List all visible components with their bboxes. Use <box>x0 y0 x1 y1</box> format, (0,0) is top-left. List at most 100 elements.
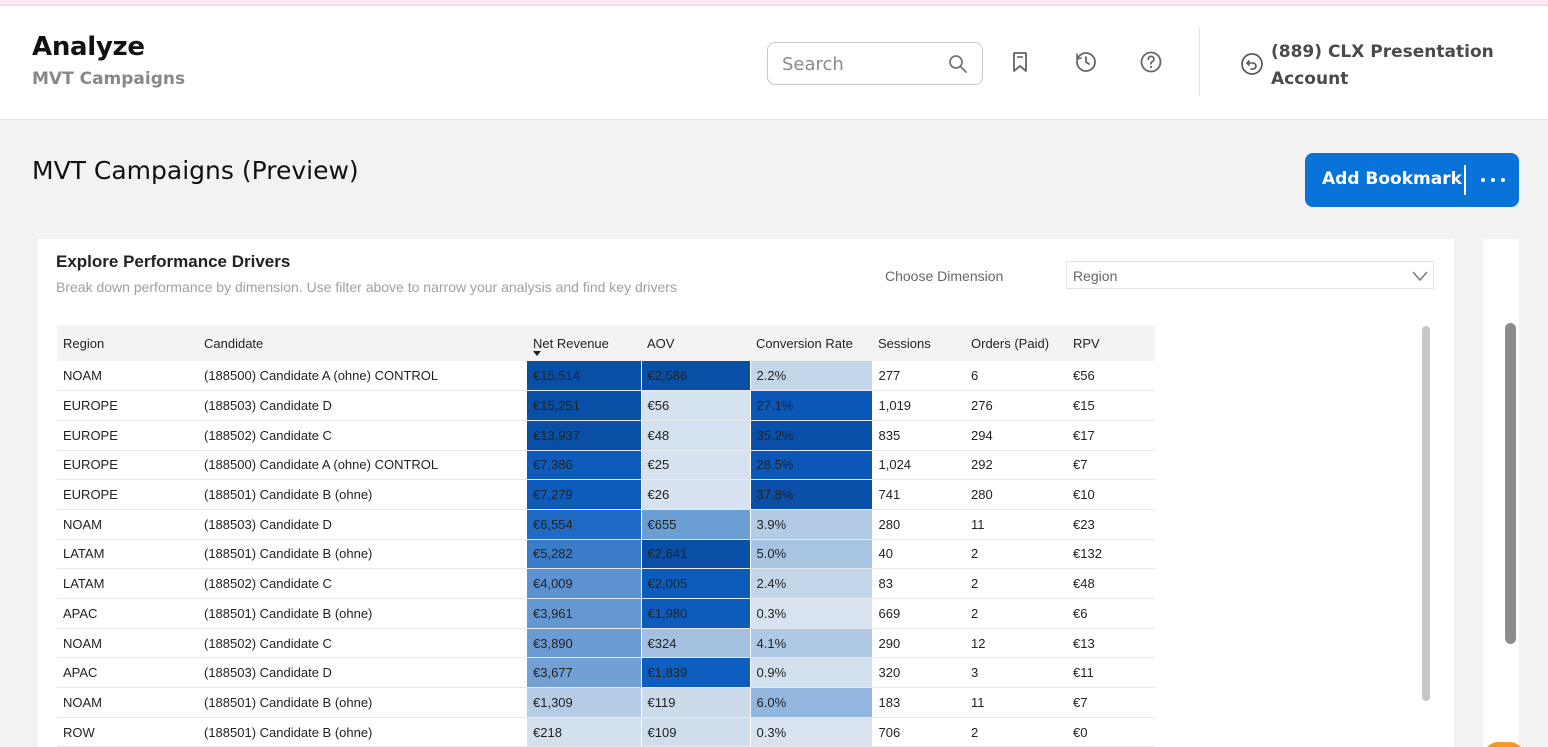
cell-conversion-rate: 0.3% <box>750 598 873 629</box>
cell-candidate: (188502) Candidate C <box>198 420 527 451</box>
cell-conversion-rate: 2.4% <box>750 568 873 599</box>
table-row[interactable]: EUROPE (188501) Candidate B (ohne) €7,279 €… <box>57 479 1155 510</box>
more-options-button[interactable] <box>1475 165 1511 195</box>
col-header-aov[interactable]: AOV <box>641 325 750 361</box>
page-scrollbar[interactable] <box>1505 323 1516 644</box>
col-header-conversion-rate[interactable]: Conversion Rate <box>750 325 872 361</box>
search-icon[interactable] <box>948 54 968 74</box>
cell-orders: 6 <box>965 361 1067 392</box>
cell-orders: 2 <box>965 539 1067 570</box>
drivers-table: Region Candidate Net Revenue AOV Convers… <box>57 325 1155 747</box>
add-bookmark-button[interactable]: Add Bookmark <box>1305 153 1519 207</box>
add-bookmark-label: Add Bookmark <box>1322 169 1462 189</box>
table-row[interactable]: EUROPE (188503) Candidate D €15,251 €56 27.1… <box>57 390 1155 421</box>
table-row[interactable]: NOAM (188500) Candidate A (ohne) CONTROL €… <box>57 361 1155 392</box>
cell-aov: €2,641 <box>641 539 751 570</box>
cell-aov: €2,005 <box>641 568 751 599</box>
cell-rpv: €13 <box>1067 628 1155 659</box>
dimension-value: Region <box>1073 268 1118 284</box>
cell-rpv: €7 <box>1067 450 1155 481</box>
dimension-select[interactable]: Region <box>1066 261 1434 289</box>
cell-aov: €1,839 <box>641 657 751 689</box>
cell-orders: 280 <box>965 479 1067 510</box>
cell-net-revenue: €3,961 <box>527 598 642 629</box>
cell-rpv: €17 <box>1067 420 1155 451</box>
history-icon[interactable] <box>1074 50 1098 74</box>
cell-rpv: €7 <box>1067 687 1155 718</box>
cell-orders: 294 <box>965 420 1067 451</box>
cell-conversion-rate: 0.3% <box>750 717 873 747</box>
col-header-sessions[interactable]: Sessions <box>872 325 965 361</box>
table-row[interactable]: LATAM (188501) Candidate B (ohne) €5,282 €2… <box>57 539 1155 570</box>
table-row[interactable]: EUROPE (188502) Candidate C €13,937 €48 35.2… <box>57 420 1155 451</box>
cell-conversion-rate: 4.1% <box>750 628 873 659</box>
table-row[interactable]: LATAM (188502) Candidate C €4,009 €2,005 2.4… <box>57 568 1155 599</box>
cell-candidate: (188503) Candidate D <box>198 657 527 689</box>
cell-net-revenue: €7,279 <box>527 479 642 510</box>
side-panel <box>1483 239 1519 747</box>
chat-launcher-button[interactable] <box>1484 742 1524 747</box>
cell-aov: €119 <box>641 687 751 718</box>
cell-aov: €109 <box>641 717 751 747</box>
cell-region: ROW <box>57 717 198 747</box>
cell-sessions: 1,024 <box>872 450 965 481</box>
more-dot-icon <box>1481 178 1485 182</box>
cell-sessions: 706 <box>872 717 965 747</box>
table-row[interactable]: NOAM (188501) Candidate B (ohne) €1,309 €11… <box>57 687 1155 718</box>
cell-sessions: 183 <box>872 687 965 718</box>
table-row[interactable]: APAC (188503) Candidate D €3,677 €1,839 0.9%… <box>57 657 1155 689</box>
app-subtitle: MVT Campaigns <box>32 69 186 89</box>
cell-region: EUROPE <box>57 450 198 481</box>
col-header-region[interactable]: Region <box>57 325 198 361</box>
search-input[interactable] <box>782 52 942 76</box>
button-separator <box>1464 165 1466 195</box>
cell-orders: 2 <box>965 568 1067 599</box>
col-header-net-revenue-label: Net Revenue <box>533 335 609 351</box>
cell-aov: €2,586 <box>641 361 751 392</box>
top-accent-bar <box>0 0 1548 6</box>
account-name[interactable]: (889) CLX Presentation Account <box>1271 42 1494 89</box>
cell-net-revenue: €4,009 <box>527 568 642 599</box>
cell-net-revenue: €7,386 <box>527 450 642 481</box>
table-row[interactable]: NOAM (188502) Candidate C €3,890 €324 4.1% 29… <box>57 628 1155 659</box>
cell-region: EUROPE <box>57 479 198 510</box>
table-row[interactable]: NOAM (188503) Candidate D €6,554 €655 3.9% 28… <box>57 509 1155 540</box>
table-row[interactable]: EUROPE (188500) Candidate A (ohne) CONTRO… <box>57 450 1155 481</box>
cell-candidate: (188501) Candidate B (ohne) <box>198 717 527 747</box>
cell-aov: €324 <box>641 628 751 659</box>
search-box[interactable] <box>767 42 983 85</box>
cell-sessions: 835 <box>872 420 965 451</box>
bookmark-icon[interactable] <box>1008 50 1032 74</box>
cell-candidate: (188501) Candidate B (ohne) <box>198 539 527 570</box>
cell-candidate: (188503) Candidate D <box>198 390 527 421</box>
cell-orders: 276 <box>965 390 1067 421</box>
cell-conversion-rate: 28.5% <box>750 450 873 481</box>
table-scrollbar[interactable] <box>1422 326 1430 701</box>
cell-aov: €1,980 <box>641 598 751 629</box>
cell-sessions: 277 <box>872 361 965 392</box>
cell-sessions: 669 <box>872 598 965 629</box>
cell-sessions: 83 <box>872 568 965 599</box>
table-row[interactable]: ROW (188501) Candidate B (ohne) €218 €109 0.… <box>57 717 1155 747</box>
col-header-net-revenue[interactable]: Net Revenue <box>527 325 641 361</box>
more-dot-icon <box>1501 178 1505 182</box>
col-header-rpv[interactable]: RPV <box>1067 325 1155 361</box>
cell-rpv: €23 <box>1067 509 1155 540</box>
cell-candidate: (188502) Candidate C <box>198 628 527 659</box>
cell-sessions: 40 <box>872 539 965 570</box>
cell-rpv: €48 <box>1067 568 1155 599</box>
help-icon[interactable] <box>1139 50 1163 74</box>
cell-net-revenue: €5,282 <box>527 539 642 570</box>
more-dot-icon <box>1491 178 1495 182</box>
switch-account-icon[interactable] <box>1240 52 1264 76</box>
cell-rpv: €0 <box>1067 717 1155 747</box>
table-row[interactable]: APAC (188501) Candidate B (ohne) €3,961 €1,… <box>57 598 1155 629</box>
col-header-candidate[interactable]: Candidate <box>198 325 527 361</box>
col-header-orders[interactable]: Orders (Paid) <box>965 325 1067 361</box>
app-title: Analyze <box>32 32 145 62</box>
cell-sessions: 741 <box>872 479 965 510</box>
cell-region: NOAM <box>57 687 198 718</box>
cell-candidate: (188501) Candidate B (ohne) <box>198 479 527 510</box>
cell-sessions: 280 <box>872 509 965 540</box>
cell-conversion-rate: 37.8% <box>750 479 873 510</box>
